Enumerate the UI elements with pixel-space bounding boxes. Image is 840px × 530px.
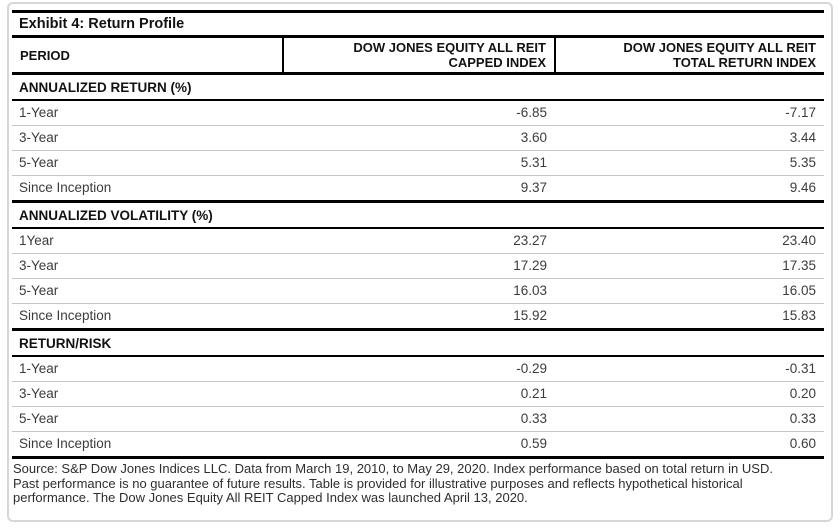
column-header-period: PERIOD [12, 38, 283, 75]
total-return-value: -7.17 [555, 100, 824, 126]
section-label: ANNUALIZED VOLATILITY (%) [12, 201, 824, 229]
table-row: 3-Year 0.21 0.20 [12, 381, 824, 407]
exhibit-card: Exhibit 4: Return Profile PERIOD DOW JON… [7, 2, 833, 522]
capped-index-value: 0.21 [283, 381, 555, 407]
capped-index-value: 16.03 [283, 278, 555, 304]
total-return-header-line1: DOW JONES EQUITY ALL REIT [623, 40, 816, 55]
capped-index-header-line1: DOW JONES EQUITY ALL REIT [353, 40, 546, 55]
total-return-value: 17.35 [555, 253, 824, 279]
table-row: 5-Year 16.03 16.05 [12, 278, 824, 304]
return-profile-table: PERIOD DOW JONES EQUITY ALL REIT CAPPED … [12, 38, 824, 459]
capped-index-value: -0.29 [283, 356, 555, 382]
period-cell: 3-Year [12, 253, 283, 279]
period-cell: 1Year [12, 228, 283, 254]
period-cell: 3-Year [12, 125, 283, 151]
capped-index-value: 9.37 [283, 175, 555, 203]
total-return-value: 16.05 [555, 278, 824, 304]
period-cell: 5-Year [12, 406, 283, 432]
period-cell: 3-Year [12, 381, 283, 407]
table-row: 1-Year -6.85 -7.17 [12, 100, 824, 126]
table-row: 5-Year 0.33 0.33 [12, 406, 824, 432]
period-cell: 1-Year [12, 100, 283, 126]
total-return-value: 15.83 [555, 303, 824, 331]
period-cell: 5-Year [12, 278, 283, 304]
table-row: Since Inception 15.92 15.83 [12, 303, 824, 331]
period-cell: 1-Year [12, 356, 283, 382]
section-header-annualized-volatility: ANNUALIZED VOLATILITY (%) [12, 201, 824, 229]
period-cell: Since Inception [12, 303, 283, 331]
source-note-line2: Past performance is no guarantee of futu… [13, 475, 743, 491]
top-rule [12, 10, 824, 13]
period-cell: 5-Year [12, 150, 283, 176]
column-header-capped-index: DOW JONES EQUITY ALL REIT CAPPED INDEX [282, 38, 555, 75]
source-note-line1: Source: S&P Dow Jones Indices LLC. Data … [13, 461, 773, 476]
capped-index-value: 0.33 [283, 406, 555, 432]
table-row: Since Inception 0.59 0.60 [12, 431, 824, 459]
total-return-value: -0.31 [555, 356, 824, 382]
total-return-header-line2: TOTAL RETURN INDEX [672, 55, 816, 70]
section-header-return-risk: RETURN/RISK [12, 329, 824, 357]
table-row: 1-Year -0.29 -0.31 [12, 356, 824, 382]
capped-index-value: 17.29 [283, 253, 555, 279]
total-return-value: 23.40 [555, 228, 824, 254]
exhibit-title: Exhibit 4: Return Profile [19, 16, 185, 32]
total-return-value: 3.44 [555, 125, 824, 151]
capped-index-value: 23.27 [283, 228, 555, 254]
table-row: 5-Year 5.31 5.35 [12, 150, 824, 176]
source-note-line3: performance. The Dow Jones Equity All RE… [13, 490, 528, 505]
capped-index-value: -6.85 [283, 100, 555, 126]
total-return-value: 9.46 [555, 175, 824, 203]
total-return-value: 0.20 [555, 381, 824, 407]
table-row: Since Inception 9.37 9.46 [12, 175, 824, 203]
total-return-value: 0.60 [555, 431, 824, 459]
capped-index-value: 3.60 [283, 125, 555, 151]
capped-index-value: 15.92 [283, 303, 555, 331]
capped-index-header-line2: CAPPED INDEX [448, 55, 546, 70]
section-label: RETURN/RISK [12, 329, 824, 357]
capped-index-value: 0.59 [283, 431, 555, 459]
source-note: Source: S&P Dow Jones Indices LLC. Data … [12, 459, 824, 506]
period-cell: Since Inception [12, 175, 283, 203]
capped-index-value: 5.31 [283, 150, 555, 176]
table-row: 3-Year 17.29 17.35 [12, 253, 824, 279]
table-row: 3-Year 3.60 3.44 [12, 125, 824, 151]
section-header-annualized-return: ANNUALIZED RETURN (%) [12, 73, 824, 101]
column-header-row: PERIOD DOW JONES EQUITY ALL REIT CAPPED … [12, 38, 824, 75]
total-return-value: 0.33 [555, 406, 824, 432]
period-cell: Since Inception [12, 431, 283, 459]
section-label: ANNUALIZED RETURN (%) [12, 73, 824, 101]
total-return-value: 5.35 [555, 150, 824, 176]
table-row: 1Year 23.27 23.40 [12, 228, 824, 254]
column-header-total-return-index: DOW JONES EQUITY ALL REIT TOTAL RETURN I… [554, 38, 824, 75]
title-rule [12, 35, 824, 38]
